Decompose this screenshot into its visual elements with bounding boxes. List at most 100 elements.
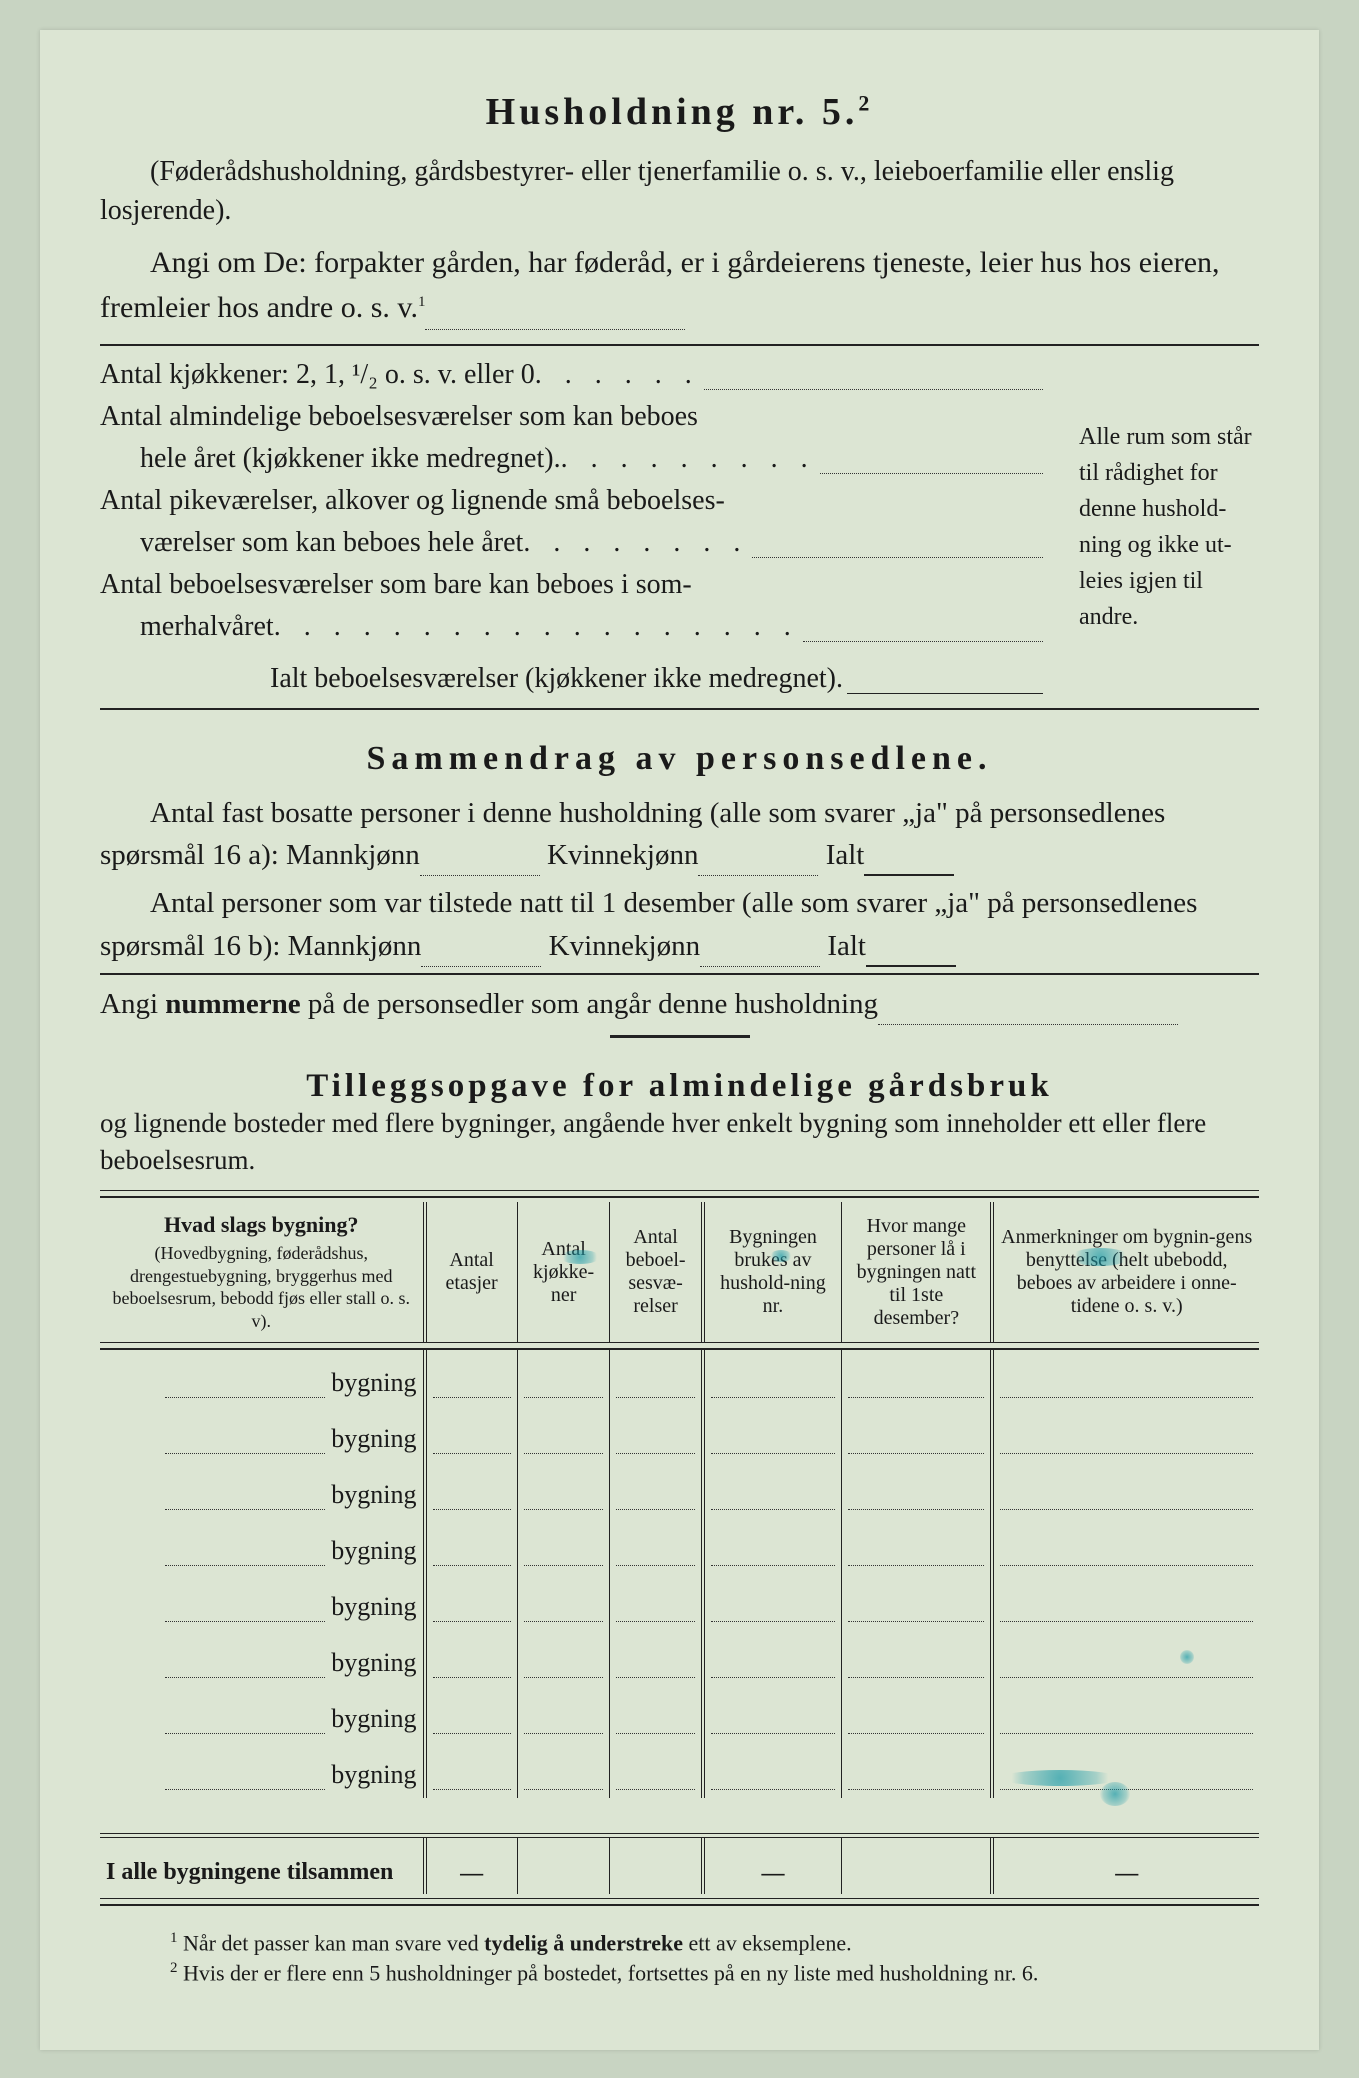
table-row: bygning [100, 1574, 1259, 1630]
bygning-name-fill [165, 1397, 325, 1398]
bygning-name-fill [165, 1565, 325, 1566]
cell-anmerk [992, 1350, 1259, 1406]
row-label-cell: bygning [100, 1574, 425, 1630]
rooms-side-note: { Alle rum som står til rådighet for den… [1063, 354, 1259, 700]
intro-fill-line [425, 329, 685, 330]
ialt-fill-2 [866, 965, 956, 967]
ink-stain [560, 1250, 600, 1264]
intro-main: Angi om De: forpakter gården, har føderå… [100, 240, 1259, 330]
kvinne-label-1: Kvinnekjønn [547, 839, 698, 871]
ink-stain [1180, 1650, 1194, 1664]
cell-kjokkener [517, 1518, 610, 1574]
sammendrag-p2: Antal personer som var tilstede natt til… [100, 882, 1259, 966]
cell-kjokkener [517, 1350, 610, 1406]
cell-personer [842, 1518, 993, 1574]
room-q2b: hele året (kjøkkener ikke medregnet). [140, 438, 561, 480]
table-row: bygning [100, 1406, 1259, 1462]
bygning-name-fill [165, 1621, 325, 1622]
th1-sub: (Hovedbygning, føderådshus, drengestueby… [106, 1242, 417, 1332]
table-total-row: I alle bygningene tilsammen——— [100, 1838, 1259, 1894]
total-label: I alle bygningene tilsammen [100, 1838, 425, 1894]
room-line-1: Antal kjøkkener: 2, 1, ¹/₂ o. s. v. elle… [100, 354, 1043, 396]
cell-anmerk [992, 1518, 1259, 1574]
cell-beboelse [610, 1462, 703, 1518]
table-row: bygning [100, 1518, 1259, 1574]
double-rule-bottom [100, 1898, 1259, 1906]
cell-anmerk [992, 1630, 1259, 1686]
fn1a: Når det passer kan man svare ved [183, 1931, 484, 1956]
ialt-label-2: Ialt [827, 930, 866, 962]
room-q3b: værelser som kan beboes hele året [140, 522, 523, 564]
total-dash-3: — [992, 1838, 1259, 1894]
footnote-1: 1 Når det passer kan man svare ved tydel… [170, 1928, 1259, 1958]
document-page: Husholdning nr. 5.2 (Føderådshusholdning… [40, 30, 1319, 2050]
rooms-questions: Antal kjøkkener: 2, 1, ¹/₂ o. s. v. elle… [100, 354, 1043, 700]
title-text: Husholdning nr. 5. [486, 91, 859, 133]
row-label-cell: bygning [100, 1518, 425, 1574]
cell-husholdning [703, 1574, 842, 1630]
table-body: bygningbygningbygningbygningbygningbygni… [100, 1342, 1259, 1894]
main-title: Husholdning nr. 5.2 [100, 90, 1259, 134]
table-row: bygning [100, 1350, 1259, 1406]
bygning-name-fill [165, 1453, 325, 1454]
cell-kjokkener [517, 1574, 610, 1630]
cell-beboelse [610, 1574, 703, 1630]
row-label-cell: bygning [100, 1686, 425, 1742]
bygning-name-fill [165, 1509, 325, 1510]
title-superscript: 2 [858, 90, 873, 115]
cell-beboelse [610, 1350, 703, 1406]
room-total-label: Ialt beboelsesværelser (kjøkkener ikke m… [270, 658, 843, 700]
row-label-cell: bygning [100, 1406, 425, 1462]
rooms-section: Antal kjøkkener: 2, 1, ¹/₂ o. s. v. elle… [100, 354, 1259, 700]
sammendrag-p1: Antal fast bosatte personer i denne hush… [100, 792, 1259, 876]
room-q4b: merhalvåret [140, 606, 274, 648]
footnote-2: 2 Hvis der er flere enn 5 husholdninger … [170, 1958, 1259, 1988]
fn1b: tydelig å understreke [484, 1931, 683, 1956]
row-label-cell: bygning [100, 1742, 425, 1798]
ialt-fill-1 [864, 874, 954, 876]
cell-anmerk [992, 1462, 1259, 1518]
cell-etasjer [425, 1462, 518, 1518]
tillegg-sub: og lignende bosteder med flere bygninger… [100, 1105, 1259, 1181]
cell-husholdning [703, 1462, 842, 1518]
side-note-text: Alle rum som står til rådighet for denne… [1079, 419, 1259, 635]
room-fill-3 [752, 522, 1043, 558]
double-rule-top [100, 1190, 1259, 1198]
total-empty-3 [842, 1838, 993, 1894]
cell-kjokkener [517, 1686, 610, 1742]
th-col2: Antal etasjer [425, 1202, 518, 1342]
cell-beboelse [610, 1742, 703, 1798]
intro-sup: 1 [418, 294, 426, 310]
total-empty-2 [610, 1838, 703, 1894]
fn2-text: Hvis der er flere enn 5 husholdninger på… [183, 1961, 1038, 1986]
tillegg-title: Tilleggsopgave for almindelige gårdsbruk [100, 1068, 1259, 1105]
sammendrag-p3: Angi nummerne på de personsedler som ang… [100, 983, 1259, 1025]
cell-personer [842, 1350, 993, 1406]
th1-q: Hvad slags bygning? [164, 1212, 358, 1237]
ink-stain [770, 1250, 792, 1262]
fn1-num: 1 [170, 1930, 178, 1946]
kvinne-label-2: Kvinnekjønn [549, 930, 700, 962]
cell-personer [842, 1630, 993, 1686]
kvinne-fill-1 [698, 875, 818, 876]
rule-2 [100, 708, 1259, 710]
tillegg-a: Tilleggsopgave [306, 1068, 583, 1104]
th-col6: Hvor mange personer lå i bygningen natt … [842, 1202, 993, 1342]
mann-fill-1 [420, 875, 540, 876]
total-empty-1 [517, 1838, 610, 1894]
room-line-2b: hele året (kjøkkener ikke medregnet). . … [100, 438, 1043, 480]
th-col3: Antal kjøkke-ner [517, 1202, 610, 1342]
cell-kjokkener [517, 1742, 610, 1798]
bygning-name-fill [165, 1677, 325, 1678]
th-col7: Anmerkninger om bygnin-gens benyttelse (… [992, 1202, 1259, 1342]
cell-etasjer [425, 1742, 518, 1798]
cell-beboelse [610, 1686, 703, 1742]
cell-personer [842, 1686, 993, 1742]
cell-husholdning [703, 1742, 842, 1798]
cell-personer [842, 1406, 993, 1462]
cell-husholdning [703, 1406, 842, 1462]
kvinne-fill-2 [700, 966, 820, 967]
table-row: bygning [100, 1630, 1259, 1686]
fn2-num: 2 [170, 1960, 178, 1976]
room-q3a: Antal pikeværelser, alkover og lignende … [100, 480, 1043, 522]
